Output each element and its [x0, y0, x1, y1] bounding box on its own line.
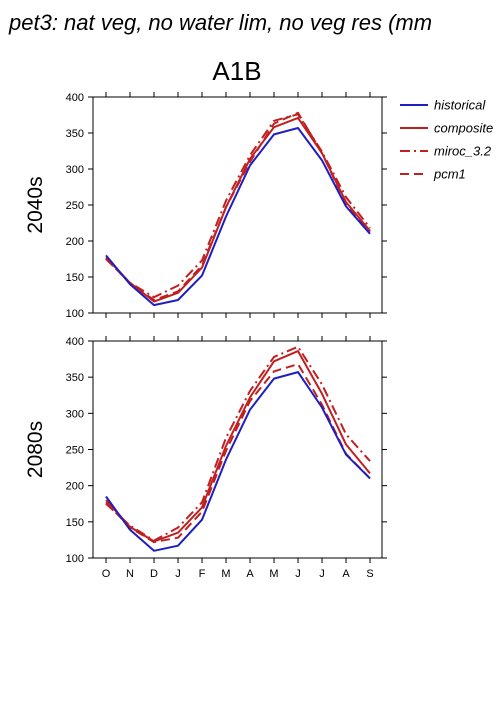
series-line-composite: [105, 350, 371, 543]
legend: historical composite miroc_3.2 pcm1: [400, 98, 493, 182]
y-tick-label: 350: [66, 372, 84, 384]
x-tick-label: M: [269, 568, 278, 580]
series-line-miroc_3.2: [105, 113, 371, 299]
series-line-pcm1: [105, 363, 371, 544]
y-tick-label: 400: [66, 92, 84, 104]
y-tick-label: 300: [66, 408, 84, 420]
y-tick-label: 300: [66, 164, 84, 176]
panel-label: 2080s: [24, 421, 47, 478]
y-tick-label: 100: [66, 308, 84, 320]
x-tick-label: N: [126, 568, 134, 580]
x-tick-label: J: [295, 568, 301, 580]
x-tick-label: J: [319, 568, 325, 580]
x-tick-label: D: [150, 568, 158, 580]
series-line-historical: [105, 127, 371, 307]
panel-2040s: 100 150 200 250 300 350 400 2040s: [24, 92, 387, 320]
series-line-historical: [105, 371, 371, 552]
panel-frame: [92, 96, 383, 314]
x-tick-label: F: [199, 568, 206, 580]
legend-label: historical: [434, 98, 486, 113]
legend-label: miroc_3.2: [434, 144, 492, 159]
panel-label: 2040s: [24, 176, 47, 233]
x-tick-label: O: [102, 568, 111, 580]
x-tick-label: J: [175, 568, 181, 580]
legend-label: pcm1: [433, 167, 466, 182]
panel-2080s: 100 150 200 250 300 350 400 O N D J F M A M J J A S 2080s: [24, 336, 387, 580]
y-tick-label: 250: [66, 200, 84, 212]
y-tick-label: 250: [66, 445, 84, 457]
y-tick-label: 200: [66, 236, 84, 248]
page-title: pet3: nat veg, no water lim, no veg res …: [9, 10, 433, 35]
panel-frame: [92, 340, 383, 559]
y-tick-label: 400: [66, 336, 84, 348]
series-line-miroc_3.2: [105, 345, 371, 542]
x-tick-label: S: [366, 568, 373, 580]
legend-label: composite: [434, 121, 493, 136]
series-line-pcm1: [105, 111, 371, 301]
x-tick-label: M: [221, 568, 230, 580]
x-tick-label: A: [246, 568, 254, 580]
scenario-label: A1B: [212, 56, 261, 86]
y-tick-label: 350: [66, 128, 84, 140]
y-tick-label: 150: [66, 272, 84, 284]
series-line-composite: [105, 116, 371, 303]
y-tick-label: 100: [66, 553, 84, 565]
y-tick-label: 200: [66, 481, 84, 493]
x-tick-label: A: [342, 568, 350, 580]
y-tick-label: 150: [66, 517, 84, 529]
